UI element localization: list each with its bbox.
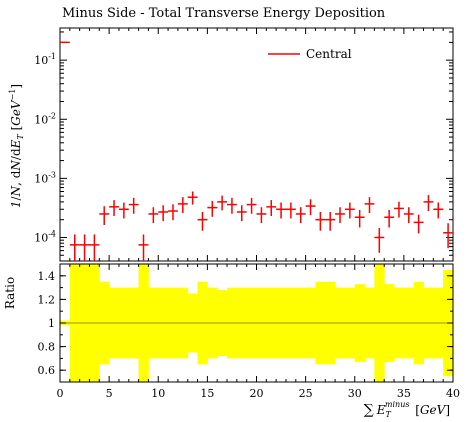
data-point <box>158 205 169 222</box>
data-point <box>138 234 149 261</box>
legend: Central <box>268 47 352 61</box>
data-point <box>197 211 208 231</box>
ratio-ytick-label: 0.6 <box>38 364 56 377</box>
main-ytick-label: 10-3 <box>34 170 56 185</box>
data-point <box>236 205 247 222</box>
ratio-ytick-label: 1.4 <box>38 270 56 283</box>
data-point <box>354 209 365 228</box>
ratio-ylabel: Ratio <box>3 277 17 309</box>
ratio-xtick-label: 25 <box>299 387 313 400</box>
data-point <box>207 200 218 217</box>
data-point <box>295 207 306 224</box>
data-point <box>69 234 80 261</box>
main-ylabel: 1/N, dN/dET [GeV−1] <box>8 84 25 208</box>
data-point <box>89 234 100 261</box>
data-point <box>443 223 453 249</box>
main-ticks: 10-1 10-2 10-3 10-4 <box>34 28 454 262</box>
data-point <box>423 195 434 212</box>
data-point <box>187 191 198 205</box>
data-point <box>177 197 188 214</box>
data-point <box>374 227 385 253</box>
data-point <box>305 199 316 216</box>
data-point <box>217 195 228 211</box>
data-point <box>128 197 139 214</box>
data-point <box>256 207 267 224</box>
data-point <box>433 202 444 219</box>
ratio-xtick-label: 20 <box>250 387 264 400</box>
ratio-xtick-label: 5 <box>106 387 113 400</box>
main-ytick-label: 10-2 <box>34 111 56 126</box>
legend-label-central: Central <box>306 47 352 61</box>
data-point <box>60 41 70 44</box>
main-ytick-label: 10-4 <box>34 229 56 244</box>
data-point <box>118 202 129 219</box>
data-point <box>266 200 277 216</box>
ratio-ytick-label: 1.2 <box>38 293 56 306</box>
data-point <box>109 200 119 216</box>
data-point <box>315 211 326 231</box>
data-point <box>335 207 345 224</box>
data-point <box>384 209 395 228</box>
data-point <box>168 204 178 221</box>
data-point <box>79 234 90 261</box>
ratio-panel: 0 5 10 15 20 25 30 35 40 0.6 0.8 1 1.2 1.4 Ratio ∑ ETm… <box>3 263 460 419</box>
data-point <box>344 202 355 219</box>
ratio-xtick-label: 30 <box>348 387 362 400</box>
ratio-xlabel: ∑ ETminus [GeV] <box>364 400 450 419</box>
ratio-xtick-label: 15 <box>200 387 214 400</box>
data-point <box>148 207 159 224</box>
main-panel: 10-1 10-2 10-3 10-4 1/N, dN/dET [GeV−1] Cen… <box>8 27 454 262</box>
data-point <box>413 214 424 234</box>
data-point <box>246 197 257 214</box>
ratio-xtick-label: 35 <box>397 387 411 400</box>
ratio-xtick-label: 10 <box>151 387 165 400</box>
ratio-ytick-label: 0.8 <box>38 341 56 354</box>
data-point <box>99 206 110 226</box>
ratio-ytick-label: 1 <box>48 317 55 330</box>
data-point <box>285 202 296 219</box>
ratio-ticks: 0 5 10 15 20 25 30 35 40 0.6 0.8 1 1.2 1.4 <box>38 264 460 400</box>
main-frame <box>59 27 454 262</box>
data-point <box>227 197 237 214</box>
ratio-xtick-label: 40 <box>446 387 460 400</box>
data-point <box>403 207 414 224</box>
data-point <box>276 202 286 219</box>
main-points <box>60 41 453 261</box>
data-point <box>394 201 404 218</box>
ratio-xtick-label: 0 <box>57 387 64 400</box>
main-ytick-label: 10-1 <box>34 52 56 67</box>
data-point <box>325 211 336 231</box>
data-point <box>364 197 375 214</box>
chart-title: Minus Side - Total Transverse Energy Dep… <box>62 6 386 21</box>
